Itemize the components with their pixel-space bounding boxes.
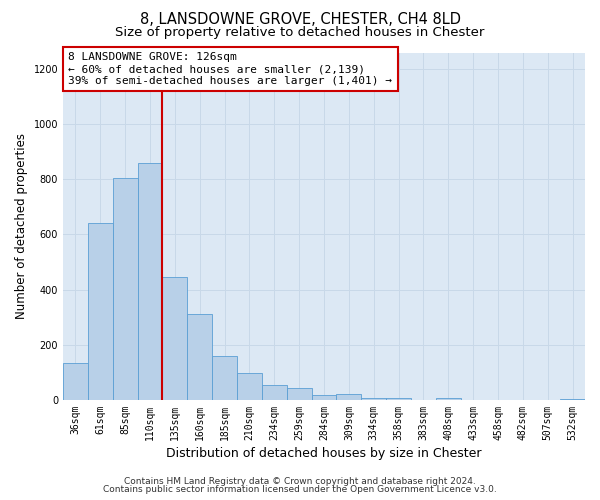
- Bar: [187, 314, 212, 400]
- Bar: [436, 398, 461, 400]
- Bar: [163, 277, 187, 400]
- Y-axis label: Number of detached properties: Number of detached properties: [15, 133, 28, 319]
- X-axis label: Distribution of detached houses by size in Chester: Distribution of detached houses by size …: [166, 447, 482, 460]
- Text: Contains HM Land Registry data © Crown copyright and database right 2024.: Contains HM Land Registry data © Crown c…: [124, 477, 476, 486]
- Bar: [88, 224, 113, 400]
- Bar: [311, 395, 337, 400]
- Bar: [337, 394, 361, 400]
- Bar: [63, 362, 88, 400]
- Bar: [560, 398, 585, 400]
- Bar: [237, 373, 262, 400]
- Bar: [212, 356, 237, 400]
- Bar: [287, 388, 311, 400]
- Bar: [386, 398, 411, 400]
- Text: 8 LANSDOWNE GROVE: 126sqm
← 60% of detached houses are smaller (2,139)
39% of se: 8 LANSDOWNE GROVE: 126sqm ← 60% of detac…: [68, 52, 392, 86]
- Bar: [361, 398, 386, 400]
- Bar: [262, 385, 287, 400]
- Bar: [137, 163, 163, 400]
- Text: 8, LANSDOWNE GROVE, CHESTER, CH4 8LD: 8, LANSDOWNE GROVE, CHESTER, CH4 8LD: [139, 12, 461, 28]
- Text: Contains public sector information licensed under the Open Government Licence v3: Contains public sector information licen…: [103, 485, 497, 494]
- Bar: [113, 178, 137, 400]
- Text: Size of property relative to detached houses in Chester: Size of property relative to detached ho…: [115, 26, 485, 39]
